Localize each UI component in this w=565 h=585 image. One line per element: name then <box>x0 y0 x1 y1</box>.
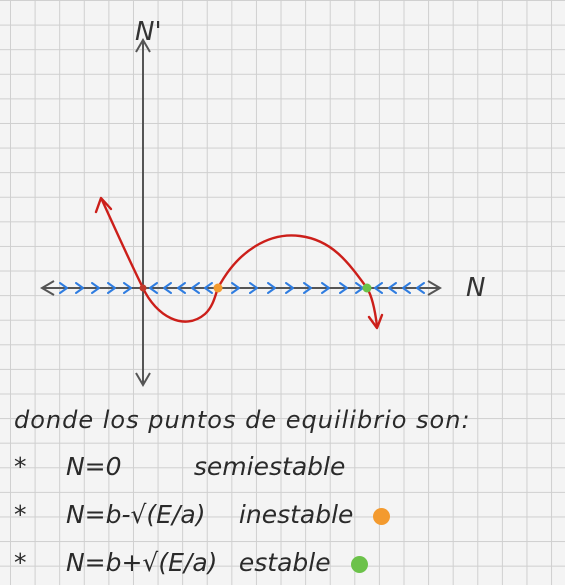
x-axis-arrowhead-right <box>427 280 442 296</box>
phase-diagram: N' N <box>40 17 485 387</box>
phase-arrows-segment-4 <box>374 282 425 294</box>
green-dot-icon <box>350 555 368 573</box>
curve-arrowhead-start <box>94 196 113 214</box>
note-item-2-label: inestable <box>238 500 354 529</box>
notes-intro: donde los puntos de equilibrio son: <box>14 406 471 434</box>
phase-arrows-segment-1 <box>59 282 132 294</box>
note-item-3: * N=b+√(E/a) estable <box>14 548 368 577</box>
note-item-2: * N=b-√(E/a) inestable <box>14 500 391 529</box>
phase-arrows-segment-3 <box>231 282 364 294</box>
x-axis-label: N <box>466 273 485 303</box>
bullet-icon: * <box>14 452 27 481</box>
note-item-2-formula: N=b-√(E/a) <box>65 500 206 529</box>
orange-dot-icon <box>373 507 391 525</box>
equilibrium-point-unstable <box>213 283 223 293</box>
bullet-icon: * <box>14 548 27 577</box>
x-axis-arrowhead-left <box>40 280 55 296</box>
note-item-1: * N=0 semiestable <box>14 452 345 481</box>
note-item-3-label: estable <box>238 548 331 577</box>
note-item-3-formula: N=b+√(E/a) <box>65 548 218 577</box>
curve-arrowhead-end <box>367 313 384 330</box>
note-item-1-formula: N=0 <box>65 452 122 481</box>
phase-arrows <box>59 282 425 294</box>
notes-intro-text: donde los puntos de equilibrio son: <box>14 406 471 434</box>
equilibrium-point-zero <box>139 284 147 292</box>
note-item-1-label: semiestable <box>193 452 346 481</box>
y-axis-arrowhead-bottom <box>135 372 151 387</box>
y-axis-label: N' <box>135 17 162 47</box>
equilibrium-point-stable <box>362 283 372 293</box>
phase-arrows-segment-2 <box>149 282 213 294</box>
y-axis-arrowhead-top <box>135 38 151 53</box>
bullet-icon: * <box>14 500 27 529</box>
